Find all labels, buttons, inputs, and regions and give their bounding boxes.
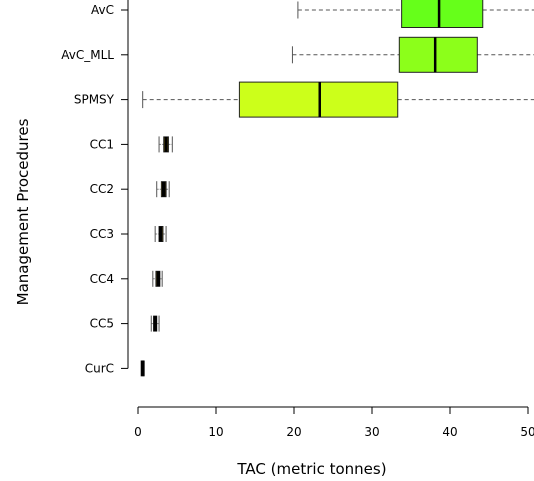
box-iqr	[401, 0, 484, 28]
x-tick-label-50: 50	[520, 425, 534, 439]
box-spmsy	[142, 81, 534, 118]
box-cc3	[154, 226, 167, 242]
y-tick-label-cc1: CC1	[90, 137, 114, 151]
x-tick-label-20: 20	[286, 425, 301, 439]
x-tick-label-40: 40	[442, 425, 457, 439]
y-tick-label-avc-mll: AvC_MLL	[61, 48, 114, 62]
y-tick-label-cc5: CC5	[90, 317, 114, 331]
y-tick-label-cc2: CC2	[90, 182, 114, 196]
plot-area	[140, 0, 534, 377]
x-tick-label-30: 30	[364, 425, 379, 439]
x-axis-title: TAC (metric tonnes)	[236, 460, 386, 478]
box-curc	[140, 360, 145, 377]
y-tick-label-avc: AvC	[91, 3, 114, 17]
box-cc1	[158, 136, 173, 153]
y-tick-label-cc3: CC3	[90, 227, 114, 241]
x-axis: 0 10 20 30 40 50	[134, 406, 534, 439]
y-axis-title: Management Procedures	[14, 118, 32, 305]
y-tick-label-curc: CurC	[85, 361, 114, 375]
y-tick-label-spmsy: SPMSY	[74, 93, 115, 107]
y-tick-label-cc4: CC4	[90, 272, 114, 286]
box-cc4	[152, 270, 163, 287]
box-cc5	[150, 315, 160, 332]
box-iqr	[398, 36, 478, 73]
box-avc-mll	[291, 36, 534, 73]
x-tick-label-10: 10	[208, 425, 223, 439]
x-tick-label-0: 0	[134, 425, 142, 439]
box-avc	[297, 0, 534, 28]
y-axis: AvC AvC_MLL SPMSY CC1 CC2 CC3 CC4 CC5 CurC	[61, 0, 129, 375]
box-cc2	[156, 181, 170, 198]
